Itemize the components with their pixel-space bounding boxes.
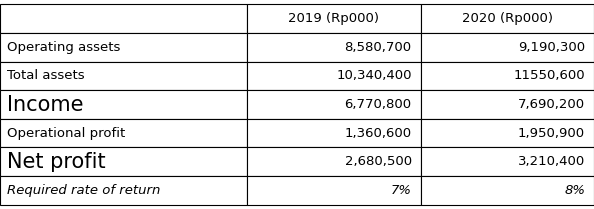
Text: 8%: 8%: [564, 184, 585, 197]
Text: 7%: 7%: [391, 184, 412, 197]
Bar: [0, 4, 247, 33]
Text: 10,340,400: 10,340,400: [336, 69, 412, 82]
Bar: [421, 61, 594, 90]
Text: 2,680,500: 2,680,500: [345, 155, 412, 168]
Text: 2019 (Rp000): 2019 (Rp000): [288, 12, 379, 25]
Text: 3,210,400: 3,210,400: [518, 155, 585, 168]
Text: Total assets: Total assets: [7, 69, 85, 82]
Bar: [0, 119, 247, 148]
Text: 1,950,900: 1,950,900: [518, 127, 585, 140]
Text: Income: Income: [7, 94, 84, 115]
Text: Operational profit: Operational profit: [7, 127, 125, 140]
Bar: [0, 90, 247, 119]
Text: 1,360,600: 1,360,600: [345, 127, 412, 140]
Bar: [421, 119, 594, 148]
Text: Required rate of return: Required rate of return: [7, 184, 160, 197]
Bar: [0, 176, 247, 205]
Bar: [247, 176, 421, 205]
Text: 11550,600: 11550,600: [513, 69, 585, 82]
Bar: [247, 148, 421, 176]
Bar: [421, 176, 594, 205]
Bar: [247, 33, 421, 61]
Bar: [421, 90, 594, 119]
Bar: [0, 33, 247, 61]
Text: 9,190,300: 9,190,300: [518, 41, 585, 54]
Bar: [0, 148, 247, 176]
Bar: [421, 4, 594, 33]
Bar: [421, 148, 594, 176]
Text: Operating assets: Operating assets: [7, 41, 121, 54]
Text: 7,690,200: 7,690,200: [518, 98, 585, 111]
Bar: [247, 90, 421, 119]
Bar: [247, 119, 421, 148]
Bar: [247, 4, 421, 33]
Bar: [421, 33, 594, 61]
Bar: [0, 61, 247, 90]
Text: Net profit: Net profit: [7, 152, 106, 172]
Text: 6,770,800: 6,770,800: [345, 98, 412, 111]
Bar: [247, 61, 421, 90]
Text: 2020 (Rp000): 2020 (Rp000): [462, 12, 553, 25]
Text: 8,580,700: 8,580,700: [345, 41, 412, 54]
